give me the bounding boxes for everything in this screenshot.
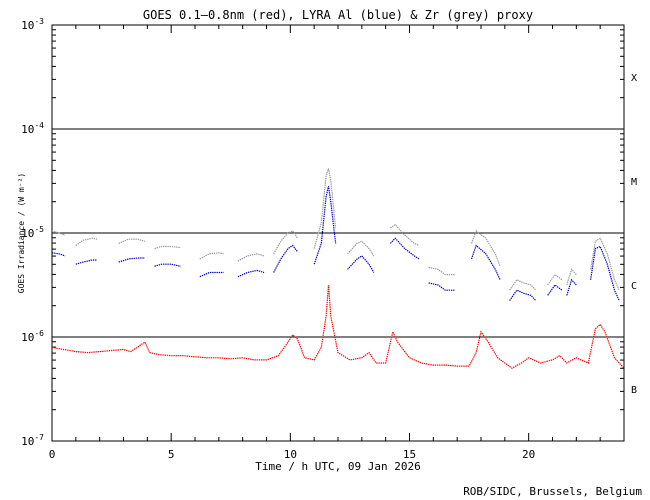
data-series: [51, 168, 625, 369]
y-tick-label: 10-5: [21, 225, 44, 240]
lyra-zr-series-segment-9: [390, 223, 420, 247]
lyra-zr-series-segment-6: [273, 230, 299, 255]
lyra-zr-series-segment-12: [509, 279, 537, 291]
x-tick-label: 10: [284, 448, 297, 461]
lyra-al-series-segment-1: [75, 259, 98, 265]
y-tick-exponent: -3: [34, 17, 44, 26]
lyra-al-series-segment-4: [199, 271, 224, 278]
y-tick-base: 10: [21, 227, 34, 240]
flare-class-lines: [52, 128, 624, 338]
goes-series: [51, 284, 625, 369]
lyra-al-series-segment-2: [118, 257, 145, 263]
flare-class-c: C: [631, 281, 637, 292]
flare-class-b: B: [631, 385, 637, 396]
x-axis-ticks: 0 5 10 15 20: [49, 25, 625, 461]
lyra-zr-series-segment-5: [237, 253, 265, 262]
lyra-al-series-segment-10: [428, 282, 455, 291]
lyra-al-series-segment-6: [273, 244, 298, 273]
x-tick-label: 0: [49, 448, 56, 461]
y-tick-exponent: -6: [34, 329, 44, 338]
lyra-zr-series-segment-15: [590, 237, 620, 291]
y-tick-exponent: -5: [34, 225, 44, 234]
lyra-zr-series-segment-10: [428, 266, 455, 276]
lyra-zr-series-segment-14: [566, 268, 577, 286]
y-axis-ticks: 10-310-410-510-610-7: [21, 17, 624, 448]
y-tick-base: 10: [21, 123, 34, 136]
lyra-zr-series-segment-13: [547, 273, 563, 286]
lyra-al-series-segment-11: [470, 244, 501, 281]
y-tick-base: 10: [21, 331, 34, 344]
y-tick-base: 10: [21, 435, 34, 448]
lyra-zr-series-segment-2: [118, 238, 146, 244]
y-tick-base: 10: [21, 19, 34, 32]
lyra-al-series-segment-7: [313, 186, 337, 265]
lyra-zr-series-segment-4: [199, 252, 224, 260]
chart-title: GOES 0.1—0.8nm (red), LYRA Al (blue) & Z…: [143, 8, 533, 22]
lyra-zr-series-segment-3: [154, 245, 181, 250]
y-axis-label: GOES Irradiance / (W m⁻²): [17, 173, 26, 293]
flare-class-m: M: [631, 177, 637, 188]
lyra-al-series-segment-5: [237, 269, 265, 278]
lyra-zr-series-segment-0: [51, 230, 66, 236]
lyra-al-series-segment-8: [347, 255, 375, 273]
lyra-zr-series-segment-8: [347, 240, 375, 257]
y-tick-label: 10-7: [21, 433, 44, 448]
lyra-al-series-segment-15: [590, 245, 620, 301]
y-tick-label: 10-4: [21, 121, 44, 136]
lyra-al-series-segment-12: [509, 289, 537, 302]
x-tick-label: 15: [403, 448, 416, 461]
credit-text: ROB/SIDC, Brussels, Belgium: [463, 485, 642, 498]
y-tick-label: 10-6: [21, 329, 44, 344]
lyra-al-series-segment-3: [154, 263, 181, 267]
y-tick-exponent: -4: [34, 121, 44, 130]
lyra-zr-series-segment-11: [470, 229, 501, 267]
y-tick-label: 10-3: [21, 17, 44, 32]
lyra-zr-series-segment-1: [75, 237, 98, 246]
x-axis-label: Time / h UTC, 09 Jan 2026: [255, 460, 421, 473]
flare-class-labels: X M C B: [631, 73, 637, 396]
lyra-zr-series-segment-7: [313, 168, 337, 249]
lyra-al-series-segment-14: [566, 278, 577, 296]
y-tick-exponent: -7: [34, 433, 44, 442]
flare-class-x: X: [631, 73, 637, 84]
x-tick-label: 20: [522, 448, 535, 461]
lyra-al-series-segment-9: [389, 237, 420, 260]
lyra-al-series-segment-0: [51, 252, 66, 257]
lyra-al-series-segment-13: [547, 284, 563, 296]
x-tick-label: 5: [168, 448, 175, 461]
